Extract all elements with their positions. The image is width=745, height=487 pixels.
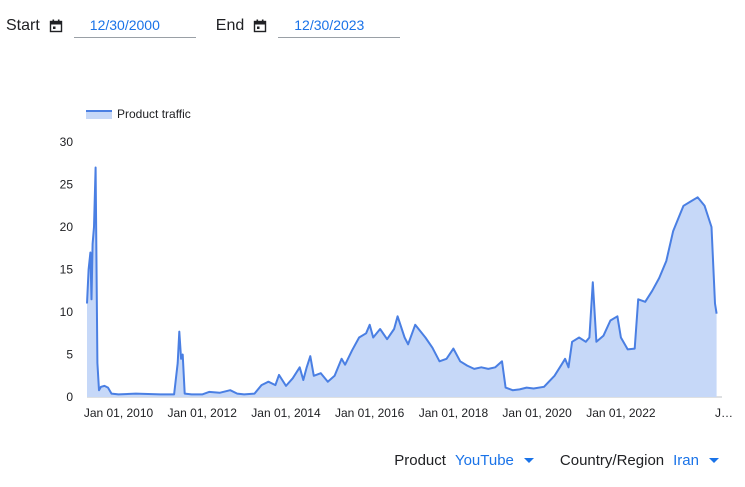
- start-label: Start: [6, 17, 40, 34]
- x-tick-label: J…: [715, 406, 733, 420]
- traffic-area-fill: [87, 167, 717, 397]
- x-tick-label: Jan 01, 2012: [167, 406, 237, 420]
- traffic-line: [86, 166, 718, 396]
- y-axis: 0 5 10 15 20 25 30: [60, 135, 74, 404]
- y-tick-label: 15: [60, 263, 74, 277]
- chart-legend: Product traffic: [86, 107, 191, 121]
- legend-swatch: [86, 111, 112, 119]
- legend-label: Product traffic: [117, 107, 191, 121]
- y-tick-label: 30: [60, 135, 74, 149]
- y-tick-label: 10: [60, 305, 74, 319]
- y-tick-label: 25: [60, 178, 74, 192]
- triangle-down-icon: [709, 458, 719, 463]
- region-dropdown[interactable]: Iran: [673, 452, 719, 469]
- x-tick-label: Jan 01, 2014: [251, 406, 321, 420]
- x-tick-label: Jan 01, 2018: [419, 406, 489, 420]
- end-label: End: [215, 17, 245, 34]
- product-value: YouTube: [454, 452, 514, 469]
- triangle-down-icon: [523, 458, 534, 463]
- x-axis: Jan 01, 2010 Jan 01, 2012 Jan 01, 2014 Jan …: [84, 396, 733, 420]
- date-range-controls: Start 12/30/2000 End 12/30/2023: [6, 14, 401, 38]
- x-tick-label: Jan 01, 2016: [335, 406, 405, 420]
- traffic-area-chart: Product traffic 0 5 10 15 20 25 30 Jan 01, 201…: [60, 107, 733, 420]
- start-date-input[interactable]: 12/30/2000: [73, 14, 196, 38]
- region-value: Iran: [673, 452, 699, 469]
- calendar-icon[interactable]: [253, 19, 267, 33]
- x-tick-label: Jan 01, 2022: [586, 406, 656, 420]
- x-tick-label: Jan 01, 2010: [84, 406, 154, 420]
- x-tick-label: Jan 01, 2020: [502, 406, 572, 420]
- series-product-traffic: [86, 166, 718, 397]
- y-tick-label: 20: [60, 220, 74, 234]
- region-label: Country/Region: [559, 452, 665, 469]
- end-date-input[interactable]: 12/30/2023: [278, 14, 401, 38]
- y-tick-label: 5: [66, 348, 73, 362]
- calendar-icon[interactable]: [49, 19, 63, 33]
- filter-controls: Product YouTube Country/Region Iran: [394, 452, 719, 469]
- product-dropdown[interactable]: YouTube: [455, 452, 560, 469]
- y-tick-label: 0: [66, 390, 73, 404]
- product-label: Product: [394, 452, 446, 469]
